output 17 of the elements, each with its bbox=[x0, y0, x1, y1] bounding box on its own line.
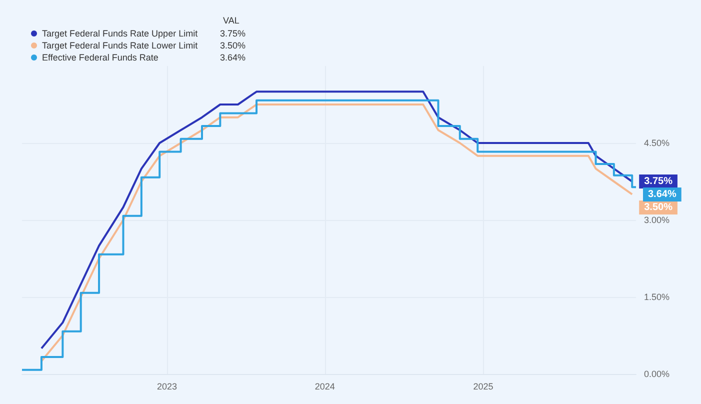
y-tick-label: 1.50% bbox=[644, 292, 670, 302]
data-label: 3.64% bbox=[648, 189, 676, 200]
text: 3.75% bbox=[220, 28, 246, 38]
y-tick-label: 4.50% bbox=[644, 138, 670, 148]
y-tick-label: 3.00% bbox=[644, 215, 670, 225]
y-tick-label: 0.00% bbox=[644, 369, 670, 379]
legend-label: Effective Federal Funds Rate bbox=[42, 52, 158, 62]
x-tick-label: 2025 bbox=[473, 382, 494, 392]
legend-title: VAL bbox=[223, 16, 240, 26]
legend-label: Target Federal Funds Rate Lower Limit bbox=[42, 40, 198, 50]
x-tick-label: 2023 bbox=[156, 382, 177, 392]
text: 3.50% bbox=[220, 40, 246, 50]
data-label: 3.75% bbox=[644, 176, 673, 187]
data-label: 3.50% bbox=[644, 202, 673, 213]
x-tick-label: 2024 bbox=[314, 382, 335, 392]
text: 3.64% bbox=[220, 52, 246, 62]
legend-label: Target Federal Funds Rate Upper Limit bbox=[42, 28, 198, 38]
